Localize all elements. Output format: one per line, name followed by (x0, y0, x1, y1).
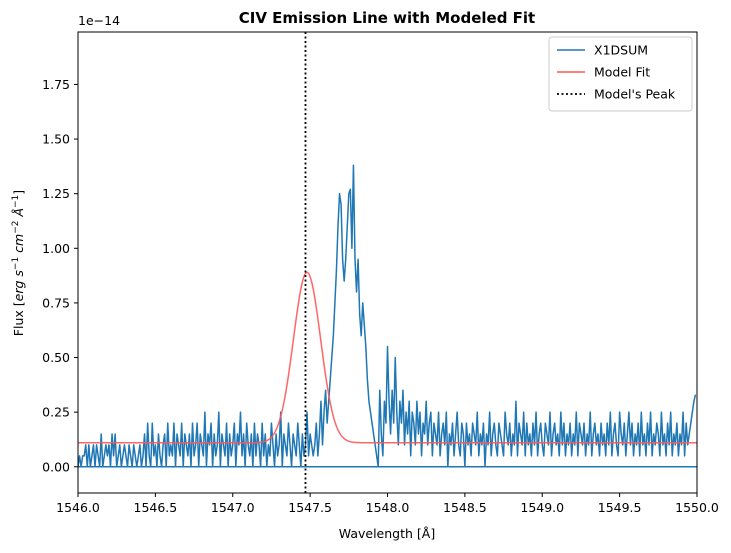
y-axis-label: Flux [erg s−1 cm−2 Å−1] (11, 190, 26, 336)
legend-label: Model Fit (594, 65, 650, 80)
legend-box (548, 36, 693, 112)
y-tick-label: 1.00 (42, 241, 70, 256)
legend: X1DSUM Model Fit Model's Peak (548, 36, 693, 112)
legend-label: Model's Peak (594, 87, 676, 102)
x1dsum-line (78, 164, 697, 468)
x-tick-label: 1547.0 (211, 500, 255, 515)
model-fit-line (78, 271, 697, 444)
x-axis-ticks: 1546.0 1546.5 1547.0 1547.5 1548.0 1548.5 1549… (56, 493, 719, 515)
y-tick-label: 0.00 (42, 459, 70, 474)
x-tick-label: 1549.0 (520, 500, 564, 515)
x-tick-label: 1546.5 (134, 500, 178, 515)
plot-series (78, 32, 697, 493)
x-tick-label: 1550.0 (675, 500, 719, 515)
y-tick-label: 0.25 (42, 405, 70, 420)
y-tick-label: 1.75 (42, 77, 70, 92)
y-tick-label: 1.50 (42, 132, 70, 147)
y-axis-ticks: 0.00 0.25 0.50 0.75 1.00 1.25 1.50 1.75 (42, 77, 78, 474)
x-tick-label: 1546.0 (56, 500, 100, 515)
legend-label: X1DSUM (594, 43, 648, 58)
x-tick-label: 1549.5 (598, 500, 642, 515)
x-axis-label: Wavelength [Å] (339, 526, 435, 541)
chart-title: CIV Emission Line with Modeled Fit (239, 9, 535, 27)
y-tick-label: 1.25 (42, 186, 70, 201)
y-tick-label: 0.50 (42, 350, 70, 365)
x-tick-label: 1548.0 (366, 500, 410, 515)
x-tick-label: 1548.5 (443, 500, 487, 515)
y-tick-label: 0.75 (42, 295, 70, 310)
x-tick-label: 1547.5 (288, 500, 332, 515)
y-offset-text: 1e−14 (78, 13, 120, 28)
